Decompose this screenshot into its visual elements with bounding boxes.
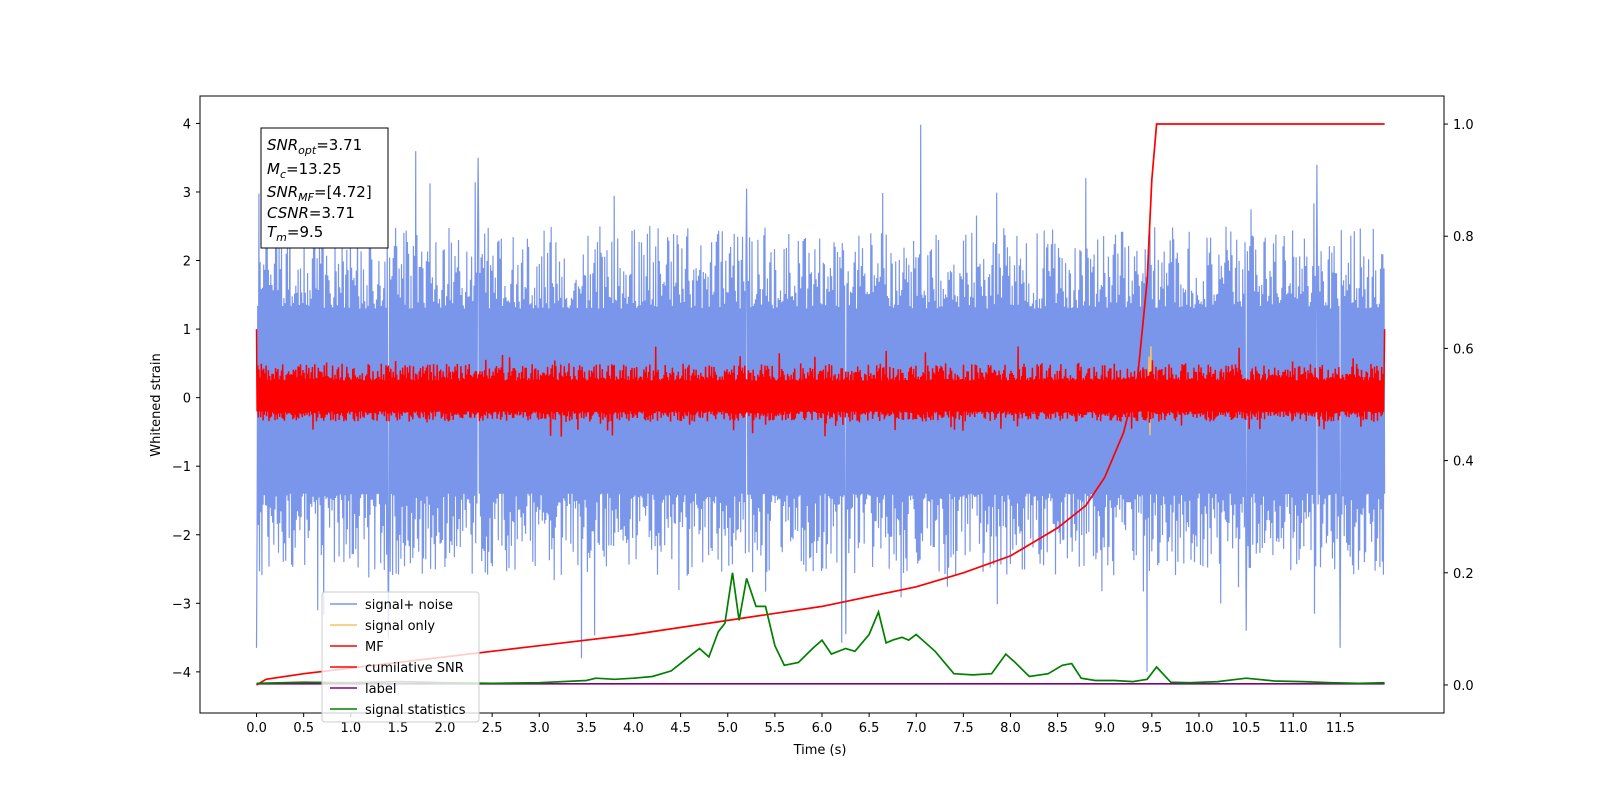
x-tick-label: 3.5 [576,721,597,736]
y-axis-label: Whitened strain [149,353,164,456]
annotation-mc: Mc=13.25 [267,160,342,181]
x-tick-label: 9.5 [1142,721,1163,736]
y-tick-label: 3 [183,186,191,201]
y2-tick-label: 0.2 [1453,567,1474,582]
legend-label-signal-only: signal only [365,619,435,634]
y-axis-left: 4 3 2 1 0 −1 −2 −3 −4 [172,117,200,681]
x-tick-label: 0.5 [293,721,314,736]
annotation-tm: Tm=9.5 [267,223,323,244]
annotation-box: SNRopt=3.71 Mc=13.25 SNRMF=[4.72] CSNR=3… [260,127,389,249]
annotation-snr-opt-value: 3.71 [329,136,362,154]
x-tick-label: 10.5 [1232,721,1261,736]
annotation-snr-mf: SNRMF=[4.72] [267,183,372,204]
annotation-mc-value: 13.25 [299,160,342,178]
legend-label-mf: MF [365,640,384,655]
y-tick-label: −4 [172,666,191,681]
y2-tick-label: 0.8 [1453,230,1474,245]
annotation-tm-value: 9.5 [299,223,323,241]
y-tick-label: −2 [172,529,191,544]
series-signal-statistics [256,572,1385,685]
y-tick-label: 2 [183,255,191,270]
y-tick-label: 0 [183,392,191,407]
x-axis: 0.0 0.5 1.0 1.5 2.0 2.5 3.0 3.5 4.0 4.5 5.0 5.5 6.0 6… [246,713,1355,736]
x-tick-label: 4.5 [670,721,691,736]
y-tick-label: −3 [172,597,191,612]
annotation-snr-opt: SNRopt=3.71 [267,136,362,157]
legend-label-signal-noise: signal+ noise [365,598,453,613]
x-tick-label: 5.5 [765,721,786,736]
legend-label-label: label [365,682,396,697]
x-tick-label: 5.0 [717,721,738,736]
annotation-frame [260,127,389,249]
x-tick-label: 11.5 [1326,721,1355,736]
legend: signal+ noise signal only MF cumilative … [321,591,480,723]
x-tick-label: 2.0 [435,721,456,736]
x-tick-label: 6.0 [812,721,833,736]
y-tick-label: 1 [183,323,191,338]
series-mf [255,329,1386,437]
x-tick-label: 8.5 [1047,721,1068,736]
x-axis-label: Time (s) [793,743,847,758]
x-tick-label: 3.0 [529,721,550,736]
x-tick-label: 6.5 [859,721,880,736]
y2-tick-label: 0.6 [1453,342,1474,357]
y2-tick-label: 0.0 [1453,679,1474,694]
x-tick-label: 10.0 [1184,721,1213,736]
x-tick-label: 11.0 [1279,721,1308,736]
x-tick-label: 4.0 [623,721,644,736]
y2-tick-label: 0.4 [1453,455,1474,470]
y-tick-label: −1 [172,460,191,475]
legend-label-cumulative-snr: cumilative SNR [365,661,464,676]
legend-label-signal-statistics: signal statistics [365,703,466,718]
y-tick-label: 4 [183,117,191,132]
x-tick-label: 1.0 [340,721,361,736]
x-tick-label: 1.5 [388,721,409,736]
x-tick-label: 9.0 [1094,721,1115,736]
legend-frame [321,591,480,723]
x-tick-label: 2.5 [482,721,503,736]
x-tick-label: 8.0 [1000,721,1021,736]
x-tick-label: 7.5 [953,721,974,736]
annotation-snr-mf-value: [4.72] [327,183,372,201]
x-tick-label: 0.0 [246,721,267,736]
y2-tick-label: 1.0 [1453,118,1474,133]
annotation-csnr: CSNR=3.71 [267,204,355,222]
y-axis-right: 1.0 0.8 0.6 0.4 0.2 0.0 [1444,118,1474,694]
x-tick-label: 7.0 [906,721,927,736]
annotation-csnr-value: 3.71 [322,204,355,222]
